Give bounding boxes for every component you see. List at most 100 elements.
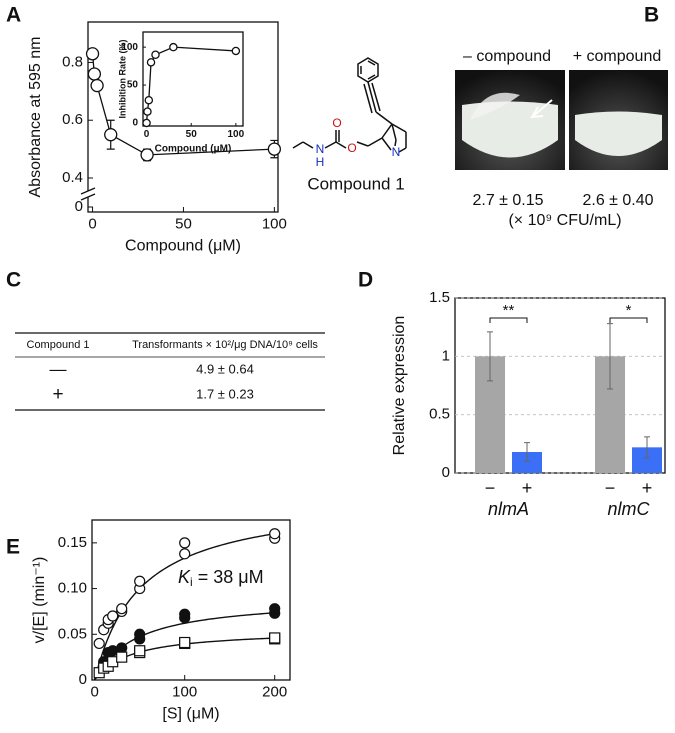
data-point [142,118,151,128]
data-point [267,142,282,156]
atom-label: O [347,141,356,155]
data-point [151,50,160,59]
annotation: Ki = 38 μM [178,567,264,589]
photo [455,70,668,170]
annotation-part: i [190,575,193,589]
significance-label: ** [503,302,515,319]
data-point [85,47,100,61]
table-cell: — [50,359,67,378]
y-tick-label: 1.5 [429,289,450,306]
cfu-unit: (× 10⁹ CFU/mL) [508,212,621,229]
y-tick-label: 0 [132,118,138,129]
data-point [144,95,154,105]
panel-label: C [6,269,21,292]
table-cell: + [52,384,63,405]
atom-label: O [332,116,341,130]
x-axis-label: Compound (μM) [155,144,232,155]
x-tick-label: 0 [88,216,96,233]
error-bar [644,436,650,459]
y-tick-label: 1 [442,347,450,364]
significance-bracket [489,317,528,323]
annotation-part: K [178,567,191,587]
data-point [90,78,104,93]
photo-label: – compound [463,48,551,65]
axis-break [80,187,96,195]
data-point [134,628,146,640]
data-point [269,632,281,644]
y-axis-label: Inhibition Rate (%) [117,40,127,119]
data-point [116,651,128,663]
x-tick-label: 0 [91,684,99,701]
x-tick-label: 100 [262,216,287,233]
table-rule [15,332,325,411]
y-tick-label: 0.15 [58,534,87,551]
plot-frame [91,519,291,681]
group-label: nlmC [607,499,650,519]
error-bar [524,442,530,462]
x-tick-label: 200 [262,684,287,701]
x-tick-label: 50 [186,129,198,140]
data-point [231,46,241,56]
data-point [143,107,152,116]
y-tick-label: 0.8 [62,53,83,70]
x-tick-label: − [605,478,616,498]
x-axis-label: Compound (μM) [125,238,241,255]
x-tick-label: 50 [175,216,192,233]
data-point [116,642,128,654]
x-axis-label: [S] (μM) [162,706,219,723]
chemical-structure [292,57,407,153]
data-point [93,637,105,650]
significance-bracket [609,317,648,323]
data-point [179,548,191,560]
y-tick-label: 0.6 [62,111,83,128]
table-cell: 4.9 ± 0.64 [196,361,254,376]
axis-break [80,193,96,201]
y-tick-label: 0.05 [58,625,87,642]
axis-break [82,191,94,197]
data-point [134,645,146,657]
photo-label: + compound [573,48,662,65]
data-point [134,575,146,587]
data-point [140,148,154,162]
y-tick-label: 0.5 [429,406,450,423]
y-tick-label: 0 [442,464,450,481]
y-axis-label: v/[E] (min⁻¹) [31,557,48,644]
data-point [104,128,118,142]
x-tick-label: 0 [144,129,150,140]
data-point [116,603,128,615]
y-tick-label: 0.10 [58,580,87,597]
data-point [179,537,191,549]
group-label: nlmA [488,499,529,519]
y-axis-label: Relative expression [391,316,408,456]
data-point [269,603,281,615]
y-tick-label: 0.4 [62,169,83,186]
data-point [87,67,102,81]
y-tick-label: 0 [79,671,87,688]
y-tick-label: 100 [121,42,138,53]
compound-label: Compound 1 [307,174,404,193]
x-tick-label: 100 [172,684,197,701]
x-tick-label: + [522,478,533,498]
panel-label: D [358,269,373,292]
atom-label: H [316,155,325,169]
atom-label: N [316,142,325,156]
y-axis-label: Absorbance at 595 nm [27,37,44,198]
table-header: Compound 1 [27,339,90,351]
cfu-count: 2.7 ± 0.15 [472,192,543,209]
panel-label: B [644,4,659,27]
panel-label: E [6,536,20,559]
data-point [107,610,119,622]
error-bar [487,331,493,382]
y-tick-label: 0 [75,198,83,215]
y-tick-label: 50 [127,80,139,91]
significance-label: * [626,302,632,319]
atom-label: N [392,145,401,159]
table-cell: 1.7 ± 0.23 [196,386,254,401]
data-point [269,528,281,540]
data-point [146,58,156,67]
x-tick-label: + [642,478,653,498]
bar [512,452,542,473]
table-header: Transformants × 10²/μg DNA/10⁹ cells [132,339,318,351]
data-point [179,608,191,620]
